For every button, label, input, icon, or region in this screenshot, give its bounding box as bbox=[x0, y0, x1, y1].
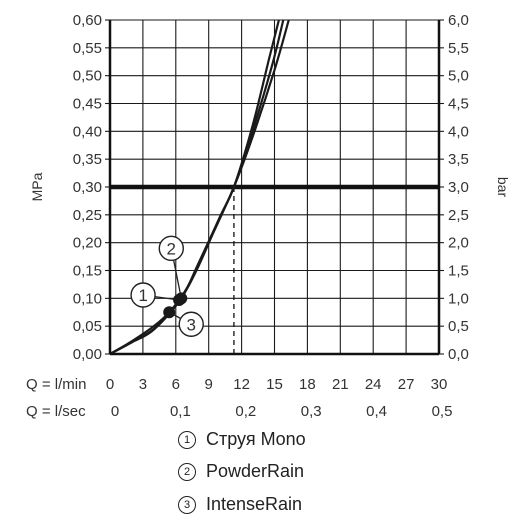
y-tick-bar: 2,5 bbox=[448, 207, 469, 224]
legend-item-2: 2 PowderRain bbox=[178, 461, 478, 482]
x-tick-lmin: 6 bbox=[172, 376, 180, 393]
x-tick-lsec: 0 bbox=[111, 403, 119, 420]
y-tick-bar: 5,5 bbox=[448, 40, 469, 57]
operating-point-2 bbox=[175, 292, 188, 305]
y-tick-mpa: 0,20 bbox=[73, 235, 102, 252]
x-tick-lmin: 15 bbox=[266, 376, 283, 393]
y-tick-mpa: 0,35 bbox=[73, 151, 102, 168]
x-tick-lmin: 12 bbox=[233, 376, 250, 393]
y-axis-label-right: bar bbox=[495, 177, 511, 198]
x-tick-lmin: 18 bbox=[299, 376, 316, 393]
operating-point-3 bbox=[163, 306, 176, 319]
callout-circle-1 bbox=[130, 282, 156, 308]
reference-lines bbox=[110, 184, 439, 354]
y-tick-bar: 1,5 bbox=[448, 263, 469, 280]
legend-label-1: Струя Mono bbox=[206, 429, 306, 449]
legend-item-1: 1 Струя Mono bbox=[178, 429, 478, 450]
legend-label-3: IntenseRain bbox=[206, 494, 303, 514]
y-tick-mpa: 0,10 bbox=[73, 290, 102, 307]
x-tick-lsec: 0,4 bbox=[366, 403, 387, 420]
y-tick-mpa: 0,60 bbox=[73, 12, 102, 29]
x-tick-lmin: 9 bbox=[205, 376, 213, 393]
y-tick-mpa: 0,00 bbox=[73, 346, 102, 363]
callout-markers: 1 2 3 bbox=[130, 235, 204, 337]
y-tick-bar: 6,0 bbox=[448, 12, 469, 29]
x-tick-lmin: 0 bbox=[106, 376, 114, 393]
x-ticks-lmin: 0 3 6 9 12 15 18 21 24 27 30 bbox=[106, 376, 448, 393]
y-tick-bar: 3,0 bbox=[448, 179, 469, 196]
y-tick-bar: 4,0 bbox=[448, 123, 469, 140]
y-tick-mpa: 0,15 bbox=[73, 263, 102, 280]
legend-item-3: 3 IntenseRain bbox=[178, 494, 478, 515]
callout-circle-2 bbox=[158, 235, 184, 262]
x-tick-lmin: 3 bbox=[139, 376, 147, 393]
x-ticks-lsec: 0 0,1 0,2 0,3 0,4 0,5 bbox=[111, 403, 453, 420]
y-tick-mpa: 0,45 bbox=[73, 96, 102, 113]
y-ticks-bar: 0,0 0,5 1,0 1,5 2,0 2,5 3,0 3,5 4,0 4,5 5,0 5,5 6,0 bbox=[448, 12, 469, 363]
x-axis-label-lsec: Q = l/sec bbox=[26, 403, 86, 420]
y-tick-bar: 0,0 bbox=[448, 346, 469, 363]
y-ticks-mpa: 0,00 0,05 0,10 0,15 0,20 0,25 0,30 0,35 0,40 0,45… bbox=[73, 12, 102, 363]
x-tick-lsec: 0,5 bbox=[432, 403, 453, 420]
y-tick-mpa: 0,25 bbox=[73, 207, 102, 224]
y-tick-mpa: 0,30 bbox=[73, 179, 102, 196]
x-tick-lmin: 24 bbox=[365, 376, 382, 393]
y-axis-label-left: MPa bbox=[29, 172, 45, 201]
y-tick-mpa: 0,40 bbox=[73, 123, 102, 140]
curves bbox=[110, 20, 290, 354]
legend-marker-1: 1 bbox=[178, 430, 196, 449]
x-tick-lsec: 0,1 bbox=[170, 403, 191, 420]
legend-marker-2: 2 bbox=[178, 462, 196, 481]
x-axis-label-lmin: Q = l/min bbox=[26, 376, 86, 393]
y-tick-bar: 5,0 bbox=[448, 68, 469, 85]
y-tick-bar: 1,0 bbox=[448, 290, 469, 307]
y-tick-mpa: 0,55 bbox=[73, 40, 102, 57]
x-tick-lsec: 0,3 bbox=[301, 403, 322, 420]
x-tick-lmin: 21 bbox=[332, 376, 349, 393]
legend-label-2: PowderRain bbox=[206, 461, 305, 481]
y-tick-mpa: 0,50 bbox=[73, 68, 102, 85]
plot-frame bbox=[108, 20, 441, 356]
y-tick-bar: 3,5 bbox=[448, 151, 469, 168]
y-tick-bar: 2,0 bbox=[448, 235, 469, 252]
x-tick-lmin: 30 bbox=[431, 376, 448, 393]
callout-number-2: 2 bbox=[167, 239, 176, 258]
y-tick-bar: 4,5 bbox=[448, 96, 469, 113]
y-tick-mpa: 0,05 bbox=[73, 318, 102, 335]
series-line-3 bbox=[110, 20, 290, 354]
callout-circle-3 bbox=[178, 311, 204, 337]
callout-number-1: 1 bbox=[138, 286, 147, 305]
y-tick-bar: 0,5 bbox=[448, 318, 469, 335]
x-tick-lmin: 27 bbox=[398, 376, 415, 393]
callout-number-3: 3 bbox=[186, 315, 195, 334]
legend-marker-3: 3 bbox=[178, 495, 196, 514]
x-tick-lsec: 0,2 bbox=[235, 403, 256, 420]
